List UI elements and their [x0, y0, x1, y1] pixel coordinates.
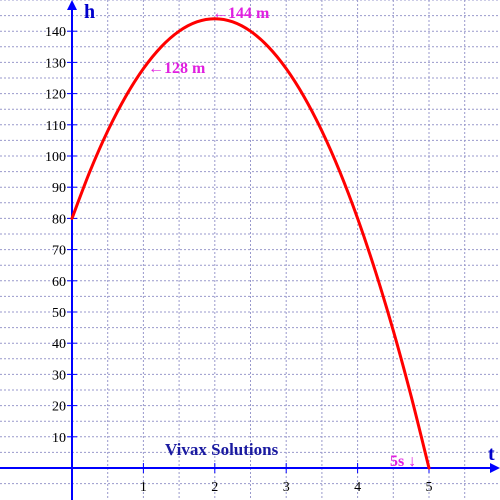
x-tick-label: 3	[283, 480, 290, 495]
x-tick-label: 5	[426, 480, 433, 495]
y-tick-label: 90	[52, 181, 66, 196]
series-layer	[70, 17, 431, 470]
y-axis-arrow	[67, 0, 77, 10]
x-tick-label: 4	[354, 480, 361, 495]
x-axis-arrow	[490, 463, 500, 473]
watermark: Vivax Solutions	[165, 440, 279, 459]
y-axis-label: h	[84, 1, 95, 23]
annotation-144m: ←144 m	[212, 5, 270, 22]
x-axis-label: t	[488, 443, 495, 465]
y-tick-label: 130	[45, 56, 66, 71]
y-tick-label: 120	[45, 88, 66, 103]
annotation-5s: 5s ↓	[390, 453, 416, 470]
y-tick-label: 10	[52, 431, 66, 446]
annotation-128m: ←128 m	[148, 60, 206, 77]
y-tick-label: 140	[45, 25, 66, 40]
y-tick-label: 40	[52, 337, 66, 352]
x-tick-label: 2	[211, 480, 218, 495]
y-tick-label: 20	[52, 400, 66, 415]
y-tick-label: 30	[52, 368, 66, 383]
y-tick-label: 100	[45, 150, 66, 165]
ticks: 1 2 3 4 5 10 20 30 40 50 60 70 80 90 100 110 120 130 140	[45, 25, 433, 495]
series-line	[70, 17, 431, 470]
y-tick-label: 80	[52, 212, 66, 227]
y-tick-label: 60	[52, 275, 66, 290]
y-tick-label: 110	[46, 119, 66, 134]
x-tick-label: 1	[140, 480, 147, 495]
y-tick-label: 70	[52, 244, 66, 259]
labels-layer: h t Vivax Solutions ←128 m ←144 m 5s ↓	[84, 1, 495, 470]
y-tick-label: 50	[52, 306, 66, 321]
